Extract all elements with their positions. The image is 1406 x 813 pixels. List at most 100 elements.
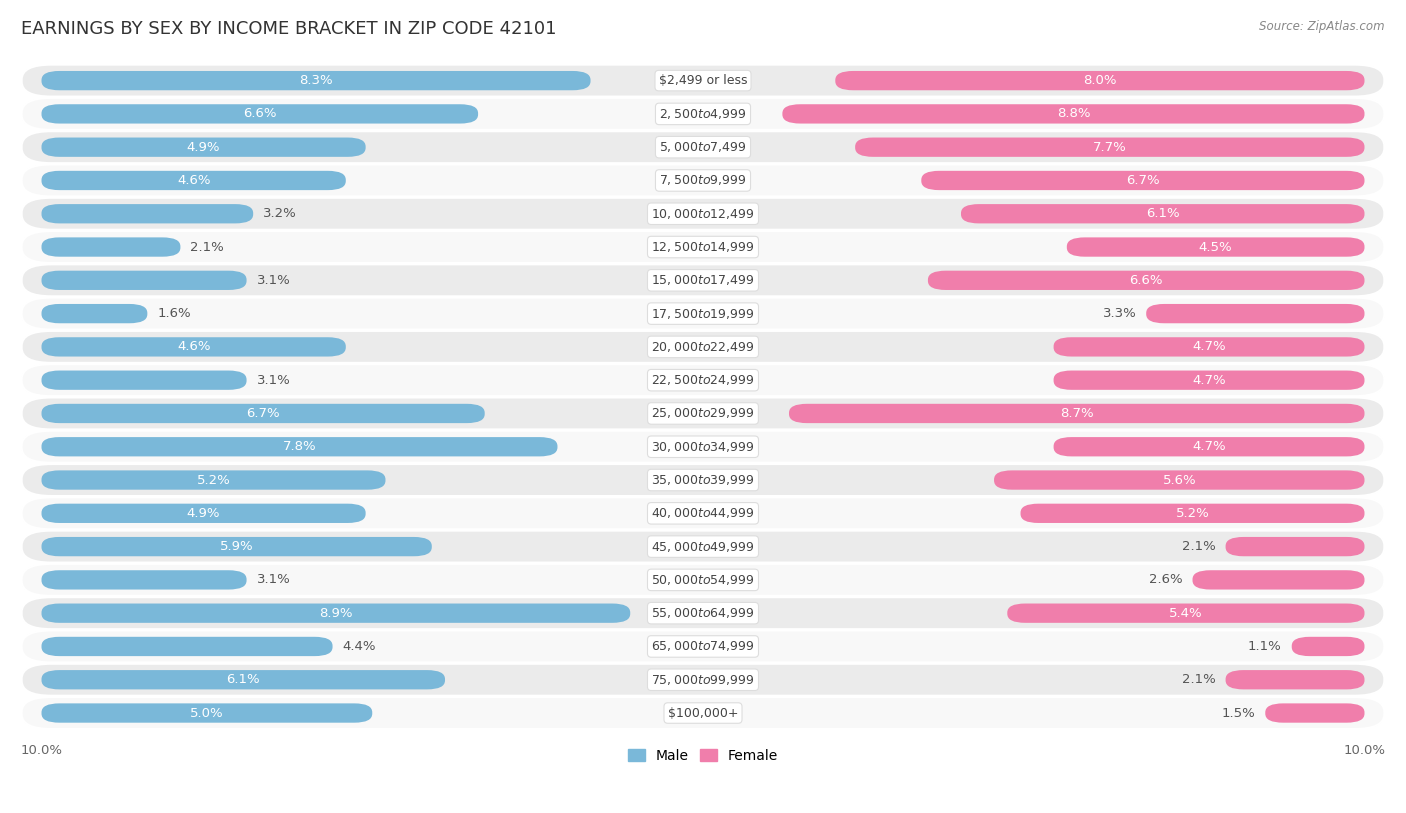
FancyBboxPatch shape (994, 471, 1364, 489)
Text: 3.1%: 3.1% (256, 274, 290, 287)
FancyBboxPatch shape (42, 71, 591, 90)
FancyBboxPatch shape (42, 437, 557, 456)
FancyBboxPatch shape (1067, 237, 1364, 257)
FancyBboxPatch shape (1146, 304, 1364, 324)
FancyBboxPatch shape (21, 131, 1385, 163)
Text: 1.5%: 1.5% (1222, 706, 1256, 720)
FancyBboxPatch shape (21, 697, 1385, 729)
Text: 5.0%: 5.0% (190, 706, 224, 720)
FancyBboxPatch shape (782, 104, 1364, 124)
Text: Source: ZipAtlas.com: Source: ZipAtlas.com (1260, 20, 1385, 33)
FancyBboxPatch shape (1007, 603, 1364, 623)
Text: 4.6%: 4.6% (177, 341, 211, 354)
FancyBboxPatch shape (42, 304, 148, 324)
FancyBboxPatch shape (1053, 371, 1364, 389)
FancyBboxPatch shape (42, 471, 385, 489)
FancyBboxPatch shape (42, 104, 478, 124)
Text: 3.1%: 3.1% (256, 573, 290, 586)
FancyBboxPatch shape (921, 171, 1364, 190)
Text: 6.7%: 6.7% (1126, 174, 1160, 187)
Text: $75,000 to $99,999: $75,000 to $99,999 (651, 672, 755, 687)
FancyBboxPatch shape (42, 703, 373, 723)
Text: $100,000+: $100,000+ (668, 706, 738, 720)
Text: $2,499 or less: $2,499 or less (659, 74, 747, 87)
Text: 8.8%: 8.8% (1057, 107, 1090, 120)
Text: 3.2%: 3.2% (263, 207, 297, 220)
Text: $50,000 to $54,999: $50,000 to $54,999 (651, 573, 755, 587)
FancyBboxPatch shape (928, 271, 1364, 290)
FancyBboxPatch shape (1265, 703, 1364, 723)
Text: $40,000 to $44,999: $40,000 to $44,999 (651, 506, 755, 520)
FancyBboxPatch shape (21, 631, 1385, 663)
FancyBboxPatch shape (21, 298, 1385, 329)
FancyBboxPatch shape (1053, 337, 1364, 357)
Text: 4.9%: 4.9% (187, 141, 221, 154)
Text: $20,000 to $22,499: $20,000 to $22,499 (651, 340, 755, 354)
Text: 5.4%: 5.4% (1168, 606, 1202, 620)
Text: 5.9%: 5.9% (219, 540, 253, 553)
FancyBboxPatch shape (42, 337, 346, 357)
FancyBboxPatch shape (855, 137, 1364, 157)
FancyBboxPatch shape (42, 171, 346, 190)
Text: $35,000 to $39,999: $35,000 to $39,999 (651, 473, 755, 487)
Text: $45,000 to $49,999: $45,000 to $49,999 (651, 540, 755, 554)
Text: $22,500 to $24,999: $22,500 to $24,999 (651, 373, 755, 387)
Text: $5,000 to $7,499: $5,000 to $7,499 (659, 140, 747, 154)
Text: 5.2%: 5.2% (1175, 506, 1209, 520)
Text: 4.7%: 4.7% (1192, 374, 1226, 387)
Text: $25,000 to $29,999: $25,000 to $29,999 (651, 406, 755, 420)
Text: 6.6%: 6.6% (243, 107, 277, 120)
FancyBboxPatch shape (21, 65, 1385, 97)
Text: $55,000 to $64,999: $55,000 to $64,999 (651, 606, 755, 620)
FancyBboxPatch shape (21, 464, 1385, 496)
Text: 8.3%: 8.3% (299, 74, 333, 87)
FancyBboxPatch shape (42, 570, 246, 589)
Text: 6.1%: 6.1% (1146, 207, 1180, 220)
FancyBboxPatch shape (21, 398, 1385, 429)
FancyBboxPatch shape (21, 231, 1385, 263)
FancyBboxPatch shape (1226, 670, 1364, 689)
FancyBboxPatch shape (960, 204, 1364, 224)
Text: 5.2%: 5.2% (197, 473, 231, 486)
Text: 5.6%: 5.6% (1163, 473, 1197, 486)
FancyBboxPatch shape (42, 237, 180, 257)
FancyBboxPatch shape (42, 537, 432, 556)
FancyBboxPatch shape (1226, 537, 1364, 556)
FancyBboxPatch shape (1192, 570, 1364, 589)
FancyBboxPatch shape (21, 531, 1385, 563)
Text: 2.1%: 2.1% (1182, 673, 1216, 686)
FancyBboxPatch shape (42, 504, 366, 523)
Text: 3.3%: 3.3% (1102, 307, 1136, 320)
Text: $15,000 to $17,499: $15,000 to $17,499 (651, 273, 755, 287)
FancyBboxPatch shape (21, 364, 1385, 396)
Text: $30,000 to $34,999: $30,000 to $34,999 (651, 440, 755, 454)
FancyBboxPatch shape (835, 71, 1364, 90)
FancyBboxPatch shape (21, 598, 1385, 629)
Text: $10,000 to $12,499: $10,000 to $12,499 (651, 207, 755, 221)
Text: 4.6%: 4.6% (177, 174, 211, 187)
Text: $65,000 to $74,999: $65,000 to $74,999 (651, 640, 755, 654)
Text: 7.7%: 7.7% (1092, 141, 1126, 154)
FancyBboxPatch shape (21, 98, 1385, 130)
FancyBboxPatch shape (21, 198, 1385, 230)
Text: 7.8%: 7.8% (283, 441, 316, 454)
Text: 2.1%: 2.1% (1182, 540, 1216, 553)
Text: 6.6%: 6.6% (1129, 274, 1163, 287)
Text: 8.7%: 8.7% (1060, 407, 1094, 420)
Text: $2,500 to $4,999: $2,500 to $4,999 (659, 107, 747, 121)
Text: $17,500 to $19,999: $17,500 to $19,999 (651, 307, 755, 320)
Text: 8.9%: 8.9% (319, 606, 353, 620)
Text: EARNINGS BY SEX BY INCOME BRACKET IN ZIP CODE 42101: EARNINGS BY SEX BY INCOME BRACKET IN ZIP… (21, 20, 557, 38)
FancyBboxPatch shape (21, 498, 1385, 529)
Text: 1.1%: 1.1% (1249, 640, 1282, 653)
Text: 6.1%: 6.1% (226, 673, 260, 686)
Text: 1.6%: 1.6% (157, 307, 191, 320)
Legend: Male, Female: Male, Female (623, 743, 783, 768)
FancyBboxPatch shape (21, 663, 1385, 696)
FancyBboxPatch shape (42, 603, 630, 623)
FancyBboxPatch shape (21, 264, 1385, 296)
Text: 4.4%: 4.4% (343, 640, 375, 653)
FancyBboxPatch shape (1053, 437, 1364, 456)
Text: 2.1%: 2.1% (190, 241, 224, 254)
FancyBboxPatch shape (42, 404, 485, 423)
